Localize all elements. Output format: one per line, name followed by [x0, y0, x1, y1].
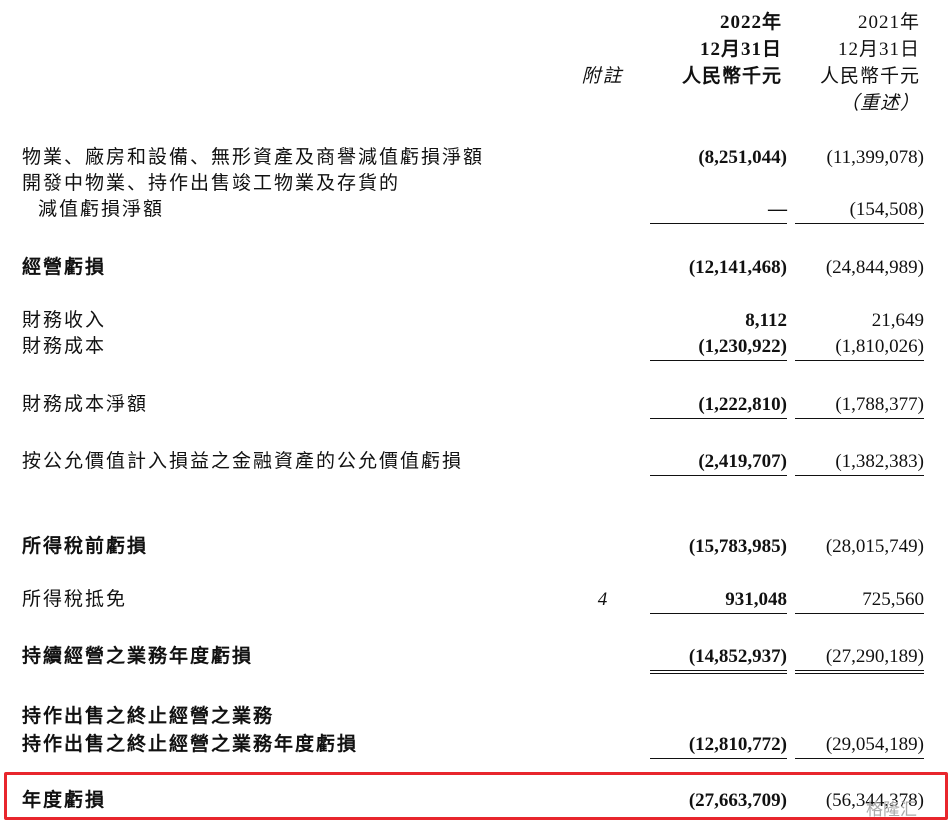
value-2021: (29,054,189) — [795, 732, 924, 759]
header-2021: 12月31日 — [837, 39, 920, 60]
value-2022: (14,852,937) — [650, 644, 787, 674]
value-2022: (12,141,468) — [688, 257, 787, 278]
row-label: 財務成本 — [22, 336, 107, 357]
value-2021: (24,844,989) — [825, 257, 924, 278]
row-label: 開發中物業、持作出售竣工物業及存貨的 — [22, 173, 401, 194]
header-2021: （重述） — [839, 93, 920, 114]
watermark: 格隆汇 — [866, 800, 917, 820]
row-label: 年度虧損 — [22, 790, 107, 811]
row-label: 持續經營之業務年度虧損 — [22, 646, 254, 667]
value-2021: (11,399,078) — [826, 147, 924, 168]
header-note: 附註 — [581, 66, 624, 87]
row-label: 持作出售之終止經營之業務年度虧損 — [22, 734, 359, 755]
value-2022: — — [650, 197, 787, 224]
row-label: 經營虧損 — [22, 257, 107, 278]
value-2022: (15,783,985) — [688, 536, 787, 557]
header-2022: 人民幣千元 — [681, 66, 782, 87]
value-2021: (28,015,749) — [825, 536, 924, 557]
value-2022: (1,230,922) — [650, 334, 787, 361]
note-ref: 4 — [597, 589, 608, 610]
value-2022: 931,048 — [650, 587, 787, 614]
row-label: 所得稅抵免 — [22, 589, 128, 610]
value-2021: (1,382,383) — [795, 449, 924, 476]
value-2022: (27,663,709) — [688, 790, 787, 811]
value-2021: 725,560 — [795, 587, 924, 614]
value-2021: (1,788,377) — [795, 392, 924, 419]
row-label: 所得稅前虧損 — [22, 536, 149, 557]
highlight-box — [4, 772, 948, 820]
header-2022: 2022年 — [719, 12, 782, 33]
value-2021: (27,290,189) — [795, 644, 924, 674]
value-2021: (154,508) — [795, 197, 924, 224]
value-2021: (1,810,026) — [795, 334, 924, 361]
row-label: 財務收入 — [22, 310, 107, 331]
value-2021: 21,649 — [871, 310, 924, 331]
row-label: 持作出售之終止經營之業務 — [22, 706, 275, 727]
value-2022: 8,112 — [745, 310, 787, 331]
value-2022: (1,222,810) — [650, 392, 787, 419]
row-label: 財務成本淨額 — [22, 394, 149, 415]
header-2021: 人民幣千元 — [819, 66, 920, 87]
header-2021: 2021年 — [857, 12, 920, 33]
value-2021: (56,344,378) — [825, 790, 924, 811]
row-label: 按公允價值計入損益之金融資產的公允價值虧損 — [22, 451, 464, 472]
header-2022: 12月31日 — [699, 39, 782, 60]
value-2022: (8,251,044) — [698, 147, 787, 168]
value-2022: (2,419,707) — [650, 449, 787, 476]
row-label: 減值虧損淨額 — [38, 199, 165, 220]
value-2022: (12,810,772) — [650, 732, 787, 759]
row-label: 物業、廠房和設備、無形資產及商譽減值虧損淨額 — [22, 147, 485, 168]
